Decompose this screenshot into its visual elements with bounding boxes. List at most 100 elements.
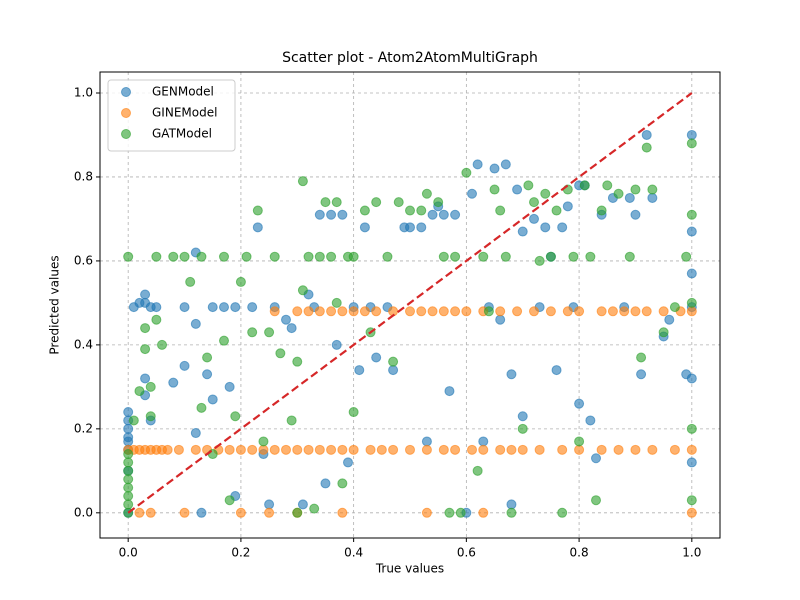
- point: [647, 192, 658, 203]
- point: [427, 306, 438, 317]
- point: [292, 507, 303, 518]
- x-tick-label: 1.0: [682, 546, 701, 560]
- x-axis-label: True values: [375, 562, 444, 576]
- point: [686, 138, 697, 149]
- point: [151, 302, 162, 313]
- point: [405, 222, 415, 233]
- point: [478, 436, 489, 447]
- point: [388, 365, 399, 376]
- point: [574, 306, 585, 317]
- point: [506, 369, 517, 380]
- point: [196, 251, 207, 262]
- y-tick-label: 0.0: [74, 505, 93, 519]
- point: [585, 251, 596, 262]
- y-tick-label: 0.6: [74, 253, 93, 267]
- point: [179, 360, 190, 371]
- point: [416, 205, 427, 216]
- point: [123, 449, 134, 460]
- point: [140, 344, 151, 355]
- point: [686, 495, 697, 506]
- point: [455, 507, 466, 518]
- point: [551, 365, 562, 376]
- point: [173, 444, 184, 455]
- point: [219, 302, 229, 313]
- point: [123, 499, 134, 510]
- point: [365, 444, 376, 455]
- point: [506, 507, 517, 518]
- point: [376, 444, 387, 455]
- point: [591, 453, 601, 464]
- point: [551, 205, 562, 216]
- point: [359, 222, 370, 233]
- point: [337, 209, 348, 220]
- point: [314, 444, 325, 455]
- point: [686, 423, 697, 434]
- y-tick-label: 0.2: [74, 421, 93, 435]
- point: [348, 407, 359, 418]
- point: [686, 268, 697, 279]
- point: [523, 180, 534, 191]
- point: [461, 306, 472, 317]
- point: [641, 142, 652, 153]
- point: [359, 205, 370, 216]
- point: [297, 176, 308, 187]
- y-tick-label: 0.4: [74, 337, 93, 351]
- point: [450, 444, 461, 455]
- point: [297, 285, 308, 296]
- point: [190, 318, 201, 329]
- point: [686, 306, 697, 317]
- point: [686, 209, 697, 220]
- point: [433, 197, 444, 208]
- point: [574, 444, 585, 455]
- point: [602, 180, 613, 191]
- point: [444, 386, 455, 397]
- point: [326, 251, 337, 262]
- point: [292, 356, 303, 367]
- point: [151, 251, 162, 262]
- point: [151, 314, 162, 325]
- point: [145, 507, 156, 518]
- point: [636, 352, 647, 363]
- x-tick-label: 0.4: [344, 546, 363, 560]
- point: [495, 444, 506, 455]
- point: [574, 398, 585, 409]
- point: [613, 444, 624, 455]
- point: [686, 129, 697, 140]
- point: [664, 314, 675, 325]
- point: [207, 302, 218, 313]
- x-tick-label: 0.0: [119, 546, 138, 560]
- point: [359, 306, 370, 317]
- point: [478, 251, 489, 262]
- point: [314, 306, 325, 317]
- point: [202, 369, 213, 380]
- point: [517, 411, 528, 422]
- point: [630, 306, 641, 317]
- point: [371, 197, 382, 208]
- point: [258, 444, 269, 455]
- point: [630, 209, 641, 220]
- point: [529, 213, 539, 224]
- x-tick-label: 0.8: [570, 546, 589, 560]
- point: [669, 444, 680, 455]
- point: [438, 209, 449, 220]
- point: [568, 251, 579, 262]
- point: [421, 188, 432, 199]
- point: [247, 444, 258, 455]
- legend-marker: [121, 129, 131, 139]
- point: [421, 436, 432, 447]
- point: [190, 444, 201, 455]
- point: [658, 306, 669, 317]
- point: [500, 159, 511, 170]
- point: [326, 306, 337, 317]
- point: [123, 432, 134, 443]
- point: [168, 251, 179, 262]
- point: [686, 226, 697, 237]
- point: [427, 209, 438, 220]
- point: [337, 306, 348, 317]
- point: [179, 251, 190, 262]
- point: [123, 482, 134, 493]
- point: [613, 188, 624, 199]
- point: [540, 222, 551, 233]
- point: [450, 209, 461, 220]
